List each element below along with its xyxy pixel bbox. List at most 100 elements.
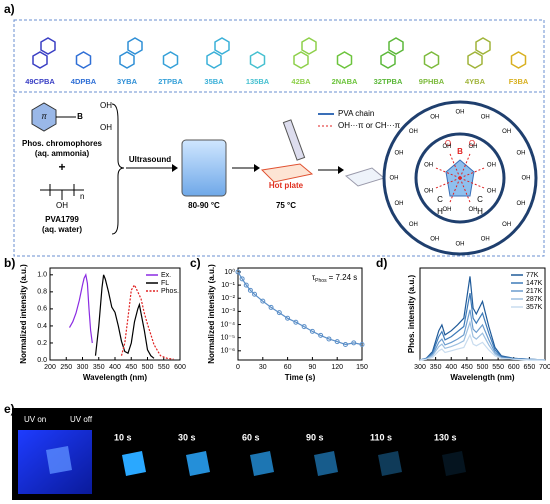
step: Ultrasound	[129, 155, 171, 164]
uv-on: UV on	[24, 415, 46, 424]
molecule-name: 2NABA	[332, 77, 358, 86]
annotation: τPhos = 7.24 s	[312, 273, 357, 284]
interaction	[459, 177, 472, 205]
oh-label: OH	[395, 150, 404, 156]
chromophore-icon	[31, 102, 57, 132]
panel-box	[13, 19, 545, 257]
y-tick-label: 10⁻⁵	[221, 335, 235, 342]
molecule-ring	[162, 51, 179, 69]
y-tick-label: 10⁰	[224, 268, 235, 276]
data-point	[301, 324, 307, 330]
oh-labels: OHOHOHOHOHOHOHOHOHOHOHOHOHOHOHOHOHOHOHOH…	[390, 110, 531, 248]
molecule-ring	[423, 51, 440, 69]
molecule-ring	[119, 51, 135, 69]
pipette	[282, 119, 306, 161]
arrowhead	[172, 164, 178, 172]
data-point	[268, 304, 274, 310]
molecule-ring	[388, 37, 404, 55]
data-point	[239, 276, 245, 282]
film-image	[122, 451, 146, 476]
oh: OH	[100, 123, 112, 132]
carbon: C	[437, 195, 443, 204]
x-tick-label: 550	[492, 364, 504, 371]
film-image	[442, 451, 466, 476]
data-point	[318, 332, 324, 338]
oh-label: OH	[516, 201, 525, 207]
plus: +	[58, 160, 65, 174]
molecule-ring	[293, 51, 309, 69]
film-image	[46, 446, 72, 474]
y-tick-label: 0.2	[37, 340, 47, 347]
oxygen: O	[469, 139, 475, 148]
y-tick-label: 10⁻⁴	[221, 321, 236, 328]
data-point	[235, 269, 241, 275]
y-axis-label: Phos. intensity (a.u.)	[407, 275, 416, 354]
oh-label: OH	[409, 222, 418, 228]
x-tick-label: 60	[284, 364, 292, 371]
oh-label: OH	[481, 115, 490, 121]
annotation-part: = 7.24 s	[329, 273, 358, 282]
panel-label: e)	[4, 402, 15, 416]
film-image	[250, 451, 274, 476]
data-point	[359, 342, 365, 348]
panel-label: d)	[376, 256, 387, 270]
x-tick-label: 450	[461, 364, 473, 371]
legend-chain: PVA chain	[338, 109, 374, 118]
y-axis-label: Normalized intensity (a.u.)	[19, 264, 28, 364]
n-label: n	[80, 192, 84, 201]
y-tick-label: 0.6	[37, 306, 47, 313]
boron: B	[77, 112, 83, 121]
polymer: PVA1799	[45, 215, 79, 224]
annotation-part: τ	[312, 273, 316, 282]
series-line	[419, 333, 545, 361]
oh-label: OH	[395, 201, 404, 207]
oh-label: OH	[481, 237, 490, 243]
panel-label: c)	[190, 256, 201, 270]
legend-label: 357K	[526, 304, 543, 311]
y-tick-label: 10⁻³	[221, 308, 235, 315]
data-point	[260, 298, 266, 304]
hydrogen: H	[437, 207, 443, 216]
oh-label: OH	[487, 189, 496, 195]
arrowhead	[338, 166, 344, 174]
molecule-name: 4DPBA	[71, 77, 97, 86]
x-tick-label: 550	[158, 364, 170, 371]
molecule-ring	[380, 51, 396, 69]
oh-label: OH	[442, 144, 451, 150]
series-line	[419, 276, 546, 361]
x-tick-label: 500	[142, 364, 154, 371]
molecule-ring	[510, 51, 527, 69]
x-axis-label: Wavelength (nm)	[83, 373, 147, 382]
x-tick-label: 250	[60, 364, 72, 371]
x-tick-label: 500	[477, 364, 489, 371]
oh-label: OH	[424, 189, 433, 195]
chain-ring	[382, 100, 538, 256]
legend-label: FL	[161, 280, 169, 287]
legend-label: 147K	[526, 280, 543, 287]
data-point	[309, 328, 315, 334]
legend-label: 217K	[526, 288, 543, 295]
x-tick-label: 300	[414, 364, 426, 371]
time-label: 10 s	[114, 432, 132, 442]
molecule-ring	[32, 51, 48, 69]
molecule-ring	[75, 51, 92, 69]
oxygen: O	[445, 139, 451, 148]
oh-label: OH	[456, 242, 465, 248]
data-point	[293, 319, 299, 325]
molecule-name: 35BA	[204, 77, 224, 86]
interaction	[459, 177, 487, 190]
oh-label: OH	[456, 110, 465, 116]
molecule-ring	[301, 37, 317, 55]
x-tick-label: 90	[309, 364, 317, 371]
x-tick-label: 350	[93, 364, 105, 371]
interaction	[433, 177, 461, 190]
annotation-part: Phos	[315, 278, 327, 284]
molecule-name: F3BA	[509, 77, 529, 86]
data-point	[342, 342, 348, 348]
time-label: 30 s	[178, 432, 196, 442]
oh-label: OH	[522, 176, 531, 182]
molecule-name: 32TPBA	[374, 77, 403, 86]
oh-label: OH	[409, 129, 418, 135]
time-label: 90 s	[306, 432, 324, 442]
